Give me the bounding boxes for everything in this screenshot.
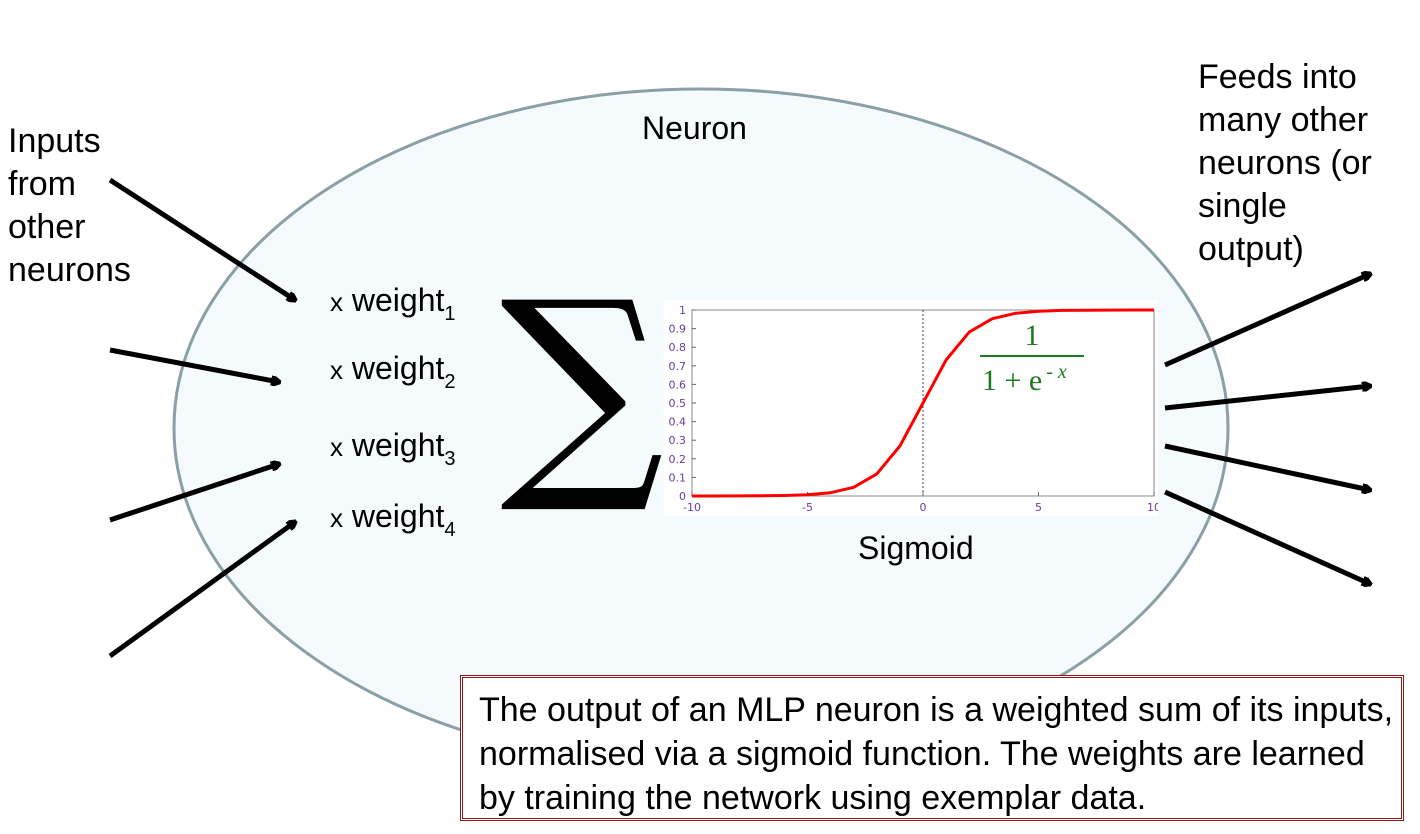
weight-word: weight [351,427,445,463]
input-arrow-2 [109,347,279,382]
output-arrow-4 [1163,489,1370,584]
y-tick-label: 0.9 [669,323,687,336]
output-arrow-3 [1164,443,1370,490]
x-tick-label: -5 [802,501,813,514]
y-tick-label: 0.6 [669,378,687,391]
y-tick-label: 0.4 [669,416,687,429]
input-arrow-4 [108,522,295,659]
weight-index: 2 [444,371,456,393]
x-tick-label: 10 [1147,501,1158,514]
sigmoid-chart: 0 0.1 0.2 0.3 0.4 0.5 0.6 0.7 0.8 0.9 1 -10 -5 0 5 10 1… [664,300,1158,516]
outputs-label: Feeds into many other neurons (or single… [1198,58,1372,268]
inputs-label: Inputs from other neurons [8,122,131,289]
y-tick-label: 0.5 [669,397,687,410]
sigmoid-curve [692,308,1154,498]
weight-index: 1 [444,303,456,325]
y-tick-label: 0 [679,490,686,503]
note-box: The output of an MLP neuron is a weighte… [460,675,1404,821]
weight-index: 4 [444,519,456,541]
weight-prefix: x [330,355,343,385]
input-arrows [108,177,295,659]
weight-word: weight [351,350,445,386]
weight-word: weight [351,282,445,318]
output-arrow-2 [1164,386,1370,411]
weight-word: weight [351,498,445,534]
x-tick-label: 5 [1035,501,1042,514]
output-arrow-1 [1163,274,1370,368]
formula-denominator-base: 1 + e [982,364,1042,397]
x-tick-label: 0 [920,501,927,514]
summation-symbol: ∑ [500,253,665,520]
weight-prefix: x [330,503,343,533]
input-arrow-1 [108,177,295,300]
chart-background [664,300,1158,516]
weight-label-3: x weight3 [330,427,456,471]
y-tick-label: 0.1 [669,471,687,484]
formula-exponent: - x [1046,361,1067,383]
y-tick-label: 1 [679,304,686,317]
chart-layer: 0 0.1 0.2 0.3 0.4 0.5 0.6 0.7 0.8 0.9 1 -10 -5 0 5 10 [669,304,1159,514]
input-arrow-3 [109,464,279,523]
weight-label-2: x weight2 [330,350,456,394]
formula-numerator: 1 [1025,319,1040,352]
y-tick-label: 0.8 [669,341,687,354]
weight-prefix: x [330,432,343,462]
weight-label-1: x weight1 [330,282,456,326]
weight-prefix: x [330,287,343,317]
neuron-label: Neuron [642,110,747,146]
output-arrows [1163,274,1370,584]
formula-denominator: 1 + e- x [982,361,1067,397]
y-tick-label: 0.7 [669,360,687,373]
note-text: The output of an MLP neuron is a weighte… [479,691,1394,817]
weight-label-4: x weight4 [330,498,456,542]
x-tick-label: -10 [683,501,701,514]
y-tick-label: 0.2 [669,453,687,466]
sigmoid-label: Sigmoid [858,530,974,566]
weight-index: 3 [444,448,456,470]
y-tick-label: 0.3 [669,434,687,447]
